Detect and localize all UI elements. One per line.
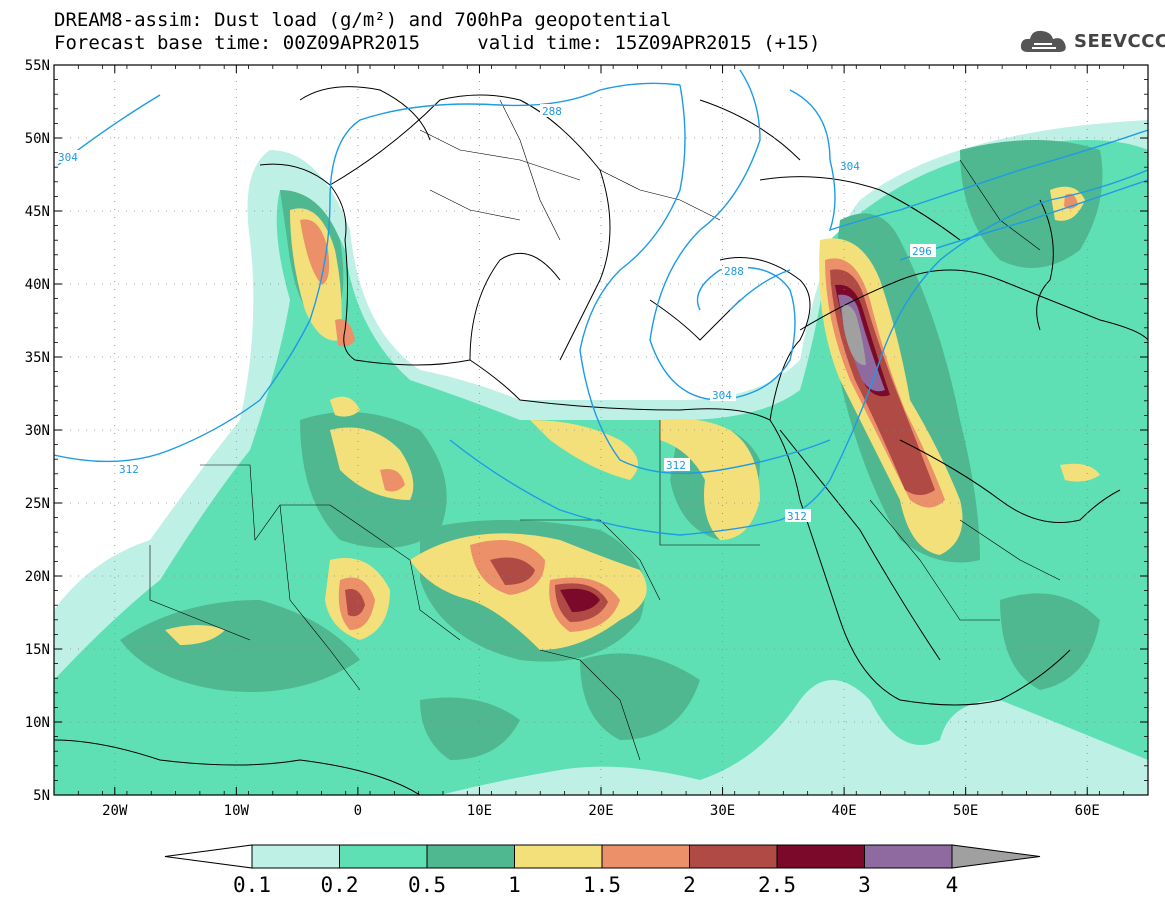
colorbar-label: 0.5: [408, 873, 446, 897]
lat-tick-label: 35N: [25, 350, 50, 366]
lon-tick-label: 50E: [953, 803, 978, 819]
map-title: DREAM8-assim: Dust load (g/m²) and 700hP…: [54, 9, 672, 31]
colorbar-label: 0.2: [321, 873, 359, 897]
colorbar-segment: [514, 844, 603, 869]
lat-tick-label: 50N: [25, 131, 50, 147]
contour-label: 312: [666, 459, 686, 472]
colorbar-segment: [689, 844, 778, 869]
lat-tick-label: 20N: [25, 569, 50, 585]
lat-tick-label: 40N: [25, 277, 50, 293]
latitude-axis: 55N 50N 45N 40N 35N 30N 25N 20N 15N 10N 5N: [25, 58, 1148, 804]
seevccc-logo: SEEVCCC: [1018, 26, 1165, 56]
lon-tick-label: 0: [354, 803, 362, 819]
colorbar-label: 1.5: [583, 873, 621, 897]
contour-label: 304: [712, 389, 732, 402]
lon-tick-label: 30E: [710, 803, 735, 819]
lat-tick-label: 55N: [25, 58, 50, 74]
cloud-icon: [1020, 30, 1066, 52]
contour-label: 288: [724, 265, 744, 278]
colorbar-label: 1: [508, 873, 521, 897]
dust-load-field: 304 312 288 304 296 304 312 288 312: [54, 65, 1148, 795]
colorbar-label: 0.1: [233, 873, 271, 897]
longitude-axis: 20W 10W 0 10E 20E 30E 40E 50E 60E: [53, 65, 1149, 819]
colorbar-segment: [601, 844, 690, 869]
logo-text: SEEVCCC: [1074, 30, 1165, 52]
lat-tick-label: 5N: [33, 788, 50, 804]
lat-tick-label: 45N: [25, 204, 50, 220]
colorbar-label: 2.5: [758, 873, 796, 897]
lon-tick-label: 10E: [467, 803, 492, 819]
contour-label: 304: [840, 160, 860, 173]
colorbar-segment: [339, 844, 428, 869]
valid-time: valid time: 15Z09APR2015 (+15): [477, 32, 821, 54]
lon-tick-label: 20W: [102, 803, 128, 819]
colorbar-high-arrow: [951, 844, 1041, 869]
lon-tick-label: 40E: [831, 803, 856, 819]
colorbar-segment: [426, 844, 515, 869]
colorbar-label: 2: [683, 873, 696, 897]
contour-label: 312: [119, 463, 139, 476]
gridlines: [54, 65, 1148, 795]
coastlines: [54, 86, 1148, 795]
map-subtitle: Forecast base time: 00Z09APR2015 valid t…: [54, 33, 820, 53]
lat-tick-label: 25N: [25, 496, 50, 512]
colorbar-segment: [776, 844, 865, 869]
lat-tick-label: 15N: [25, 642, 50, 658]
contour-labels: 304 312 288 304 296 304 312 288 312: [56, 104, 936, 523]
contour-label: 296: [912, 245, 932, 258]
lon-tick-label: 10W: [224, 803, 250, 819]
lat-tick-label: 10N: [25, 715, 50, 731]
contour-label: 312: [787, 510, 807, 523]
colorbar-low-arrow: [164, 844, 253, 869]
lon-tick-label: 20E: [588, 803, 613, 819]
colorbar-label: 4: [946, 873, 959, 897]
colorbar-segment: [251, 844, 340, 869]
contour-label: 288: [542, 105, 562, 118]
lon-tick-label: 60E: [1075, 803, 1100, 819]
contour-label: 304: [58, 151, 78, 164]
borders: [149, 99, 1061, 761]
colorbar-label: 3: [858, 873, 871, 897]
lat-tick-label: 30N: [25, 423, 50, 439]
forecast-base-time: Forecast base time: 00Z09APR2015: [54, 32, 421, 54]
colorbar: 0.1 0.2 0.5 1 1.5 2 2.5 3 4: [164, 844, 1041, 897]
colorbar-segment: [864, 844, 953, 869]
